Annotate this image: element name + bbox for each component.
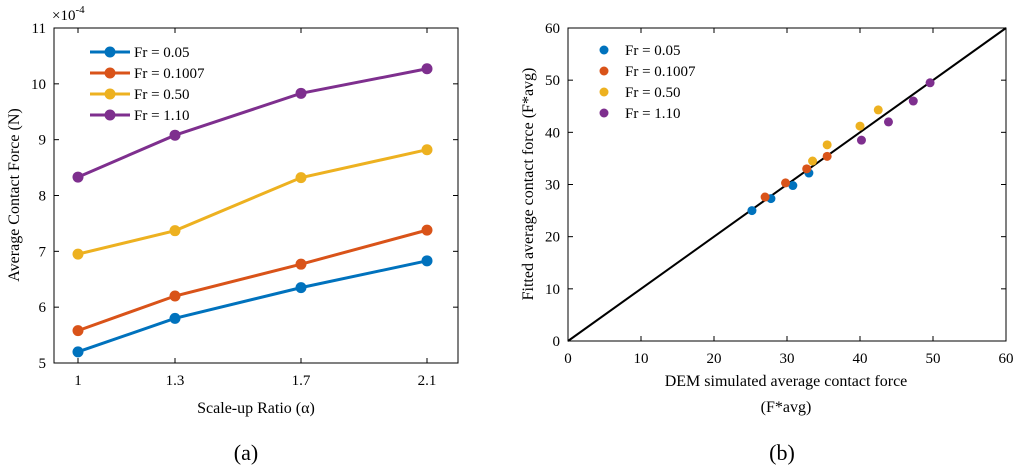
legend-marker-b [599, 87, 609, 97]
data-point-a [295, 282, 307, 294]
series-a-0 [72, 255, 433, 358]
scatter-point-b [873, 105, 883, 115]
y-tick-label-b: 20 [545, 230, 560, 246]
scatter-point-b [747, 206, 757, 216]
x-axis-label-b: DEM simulated average contact force [665, 373, 908, 390]
scatter-point-b [788, 181, 798, 191]
series-line-a [77, 259, 428, 354]
x-tick-label-a: 1.7 [292, 373, 311, 389]
y-axis-label-b: Fitted average contact force (F*avg) [520, 68, 537, 301]
data-point-a [169, 312, 181, 324]
series-b-3 [856, 78, 935, 145]
x-tick-label-b: 50 [926, 351, 941, 367]
data-point-a [169, 129, 181, 141]
y-tick-label-a: 8 [39, 189, 47, 205]
y-tick-label-a: 6 [39, 300, 47, 316]
legend-marker-b [599, 108, 609, 118]
series-line-a [77, 148, 428, 256]
x-tick-label-b: 30 [780, 351, 795, 367]
series-b-1 [760, 151, 832, 202]
legend-marker-a [104, 67, 116, 79]
x-tick-label-b: 10 [634, 351, 649, 367]
y-tick-label-a: 9 [39, 133, 47, 149]
legend-label-a: Fr = 1.10 [134, 108, 190, 124]
series-line-a [77, 67, 428, 179]
legend-a: Fr = 0.05 Fr = 0.1007 Fr = 0.50 Fr = 1.10 [90, 45, 205, 124]
y-tick-label-a: 10 [31, 77, 46, 93]
legend-label-a: Fr = 0.50 [134, 87, 190, 103]
data-point-a [421, 224, 433, 236]
x-tick-label-b: 0 [564, 351, 572, 367]
series-a-2 [72, 144, 433, 260]
scatter-point-b [822, 151, 832, 161]
data-point-a [421, 255, 433, 267]
series-b-2 [808, 105, 883, 166]
x-tick-label-b: 40 [853, 351, 868, 367]
series-b-0 [747, 168, 814, 216]
scatter-point-b [760, 192, 770, 202]
scatter-point-b [908, 96, 918, 106]
data-point-a [72, 325, 84, 337]
scatter-point-b [781, 178, 791, 188]
data-point-a [72, 346, 84, 358]
x-tick-label-a: 2.1 [418, 373, 437, 389]
legend-marker-b [599, 66, 609, 76]
y-tick-label-b: 40 [545, 125, 560, 141]
data-point-a [421, 63, 433, 75]
panel-b: Fitted average contact force (F*avg) DEM… [520, 21, 1014, 465]
scatter-point-b [856, 135, 866, 145]
y-tick-label-a: 5 [39, 356, 47, 372]
series-a-3 [72, 63, 433, 183]
series-a-1 [72, 224, 433, 337]
data-point-a [72, 171, 84, 183]
y-tick-label-a: 11 [32, 21, 46, 37]
y-tick-label-a: 7 [39, 244, 47, 260]
y-tick-label-b: 50 [545, 73, 560, 89]
legend-marker-a [104, 46, 116, 58]
data-point-a [295, 87, 307, 99]
series-line-a [77, 228, 428, 333]
data-point-a [169, 225, 181, 237]
scatter-point-b [822, 140, 832, 150]
scatter-point-b [883, 117, 893, 127]
x-tick-label-b: 60 [999, 351, 1014, 367]
x-tick-label-a: 1 [74, 373, 82, 389]
x-tick-label-a: 1.3 [166, 373, 185, 389]
legend-marker-b [599, 45, 609, 55]
legend-label-a: Fr = 0.05 [134, 45, 190, 61]
legend-marker-a [104, 109, 116, 121]
legend-b: Fr = 0.05 Fr = 0.1007 Fr = 0.50 Fr = 1.10 [599, 43, 696, 122]
data-point-a [295, 258, 307, 270]
scatter-point-b [925, 78, 935, 88]
y-tick-label-b: 60 [545, 21, 560, 37]
legend-marker-a [104, 88, 116, 100]
scatter-point-b [808, 156, 818, 166]
y-tick-label-b: 30 [545, 178, 560, 194]
legend-label-a: Fr = 0.1007 [134, 66, 205, 82]
legend-label-b: Fr = 0.05 [625, 43, 681, 59]
legend-label-b: Fr = 0.50 [625, 85, 681, 101]
scatter-point-b [855, 121, 865, 131]
x-axis-sublabel-b: (F*avg) [761, 399, 812, 416]
legend-label-b: Fr = 1.10 [625, 106, 681, 122]
y-tick-label-b: 0 [553, 334, 561, 350]
scatter-point-b [802, 164, 812, 174]
y-multiplier-a: ×10-4 [52, 4, 85, 24]
panel-label-a: (a) [234, 440, 258, 465]
data-point-a [421, 144, 433, 156]
panel-label-b: (b) [769, 440, 795, 465]
y-tick-label-b: 10 [545, 282, 560, 298]
y-axis-label-a: Average Contact Force (N) [6, 108, 23, 281]
data-point-a [169, 290, 181, 302]
data-point-a [72, 248, 84, 260]
data-point-a [295, 172, 307, 184]
x-tick-label-b: 20 [707, 351, 722, 367]
legend-label-b: Fr = 0.1007 [625, 64, 696, 80]
x-axis-label-a: Scale-up Ratio (α) [197, 400, 315, 417]
panel-a: ×10-4 Average Contact Force (N) Scale-up… [6, 4, 459, 465]
